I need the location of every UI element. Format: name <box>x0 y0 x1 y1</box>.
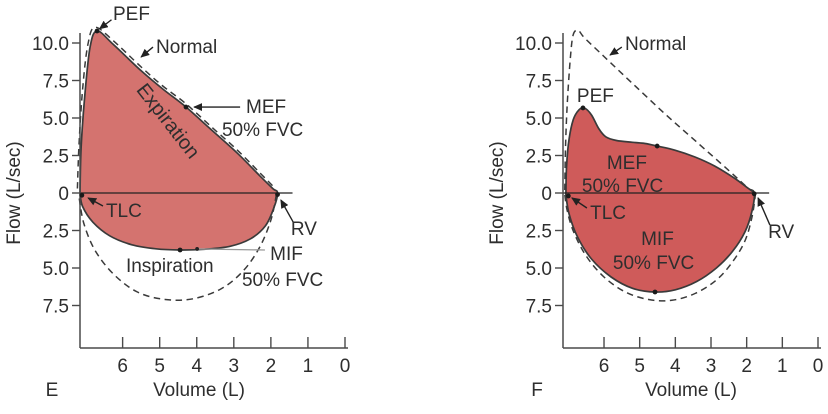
annotation-arrow <box>609 46 623 56</box>
x-tick-label: 2 <box>266 356 277 377</box>
y-tick-label: 5.0 <box>43 109 69 130</box>
y-tick-label: 5.0 <box>526 109 552 130</box>
label-normal: Normal <box>625 34 686 55</box>
data-point-rv <box>751 191 757 197</box>
x-tick-label: 3 <box>229 356 240 377</box>
panel-E-chart: 10.0 7.5 5.0 2.5 0 2.5 5.0 7.5 6 5 4 3 2 1 0 PEF Normal E… <box>4 4 350 401</box>
x-axis-title: Volume (L) <box>153 380 245 401</box>
data-point-mef-50-fvc <box>654 143 660 149</box>
annotation-arrow <box>87 197 104 207</box>
y-tick-label: 0 <box>541 184 552 205</box>
y-tick-label: 7.5 <box>43 72 69 93</box>
x-tick-label: 1 <box>303 356 314 377</box>
y-axis-title: Flow (L/sec) <box>487 141 508 244</box>
label-mef: MEF <box>607 153 647 174</box>
y-tick-label: 5.0 <box>43 259 69 280</box>
x-tick-label: 2 <box>741 356 752 377</box>
label-inspiration: Inspiration <box>126 256 214 277</box>
panel-F-chart: 10.0 7.5 5.0 2.5 0 2.5 5.0 7.5 6 5 4 3 2 1 0 Normal PEF M… <box>487 29 824 401</box>
label-pef: PEF <box>577 86 614 107</box>
data-point-pef <box>94 28 100 34</box>
x-tick-label: 6 <box>117 356 128 377</box>
y-tick-label: 2.5 <box>526 147 552 168</box>
panel-letter-e: E <box>46 380 59 401</box>
x-tick-label: 0 <box>340 356 351 377</box>
data-point-mif-50-fvc <box>177 247 183 253</box>
label-normal: Normal <box>156 37 217 58</box>
x-tick-label: 3 <box>706 356 717 377</box>
y-tick-label: 7.5 <box>526 72 552 93</box>
label-mif: MIF <box>270 244 303 265</box>
x-tick-label: 6 <box>599 356 610 377</box>
normal-expiration-curve <box>76 26 276 190</box>
x-tick-label: 0 <box>813 356 824 377</box>
normal-expiration-curve <box>564 29 756 194</box>
x-axis-title: Volume (L) <box>645 380 737 401</box>
label-rv: RV <box>768 222 794 243</box>
label-50-fvc: 50% FVC <box>222 120 303 141</box>
y-tick-label: 7.5 <box>526 297 552 318</box>
label-50-fvc: 50% FVC <box>613 253 694 274</box>
label-50-fvc: 50% FVC <box>242 270 323 291</box>
y-tick-label: 7.5 <box>43 297 69 318</box>
annotation-arrow <box>571 197 588 209</box>
data-point-mef-50-fvc <box>183 104 189 110</box>
annotation-arrow <box>757 197 771 226</box>
x-tick-label: 4 <box>670 356 681 377</box>
panel-letter-f: F <box>531 380 543 401</box>
annotation-arrow <box>140 46 154 58</box>
annotation-arrow <box>98 19 112 30</box>
x-tick-label: 4 <box>191 356 202 377</box>
x-tick-label: 1 <box>777 356 788 377</box>
label-tlc: TLC <box>106 201 142 222</box>
leader-line <box>197 248 265 251</box>
data-point-pef <box>580 105 586 111</box>
normal-inspiration-curve <box>78 194 278 301</box>
x-tick-label: 5 <box>634 356 645 377</box>
y-tick-label: 2.5 <box>43 222 69 243</box>
label-rv: RV <box>291 219 317 240</box>
label-50-fvc: 50% FVC <box>582 176 663 197</box>
y-tick-label: 5.0 <box>526 259 552 280</box>
data-point-mif-50-fvc <box>652 289 658 295</box>
y-axis-title: Flow (L/sec) <box>4 141 25 244</box>
data-point-rv <box>275 192 280 197</box>
annotation-arrow <box>280 199 294 223</box>
label-mef: MEF <box>246 97 286 118</box>
y-tick-label: 10.0 <box>32 34 69 55</box>
y-tick-label: 2.5 <box>43 147 69 168</box>
label-pef: PEF <box>113 4 150 25</box>
label-tlc: TLC <box>590 203 626 224</box>
leader-endpoint-dot <box>195 247 200 251</box>
y-tick-label: 2.5 <box>526 222 552 243</box>
normal-inspiration-curve <box>564 192 757 302</box>
x-tick-label: 5 <box>154 356 165 377</box>
data-point-tlc <box>79 192 85 198</box>
label-mif: MIF <box>641 229 674 250</box>
y-tick-label: 0 <box>58 184 69 205</box>
data-point-tlc <box>565 193 571 199</box>
y-tick-label: 10.0 <box>515 34 552 55</box>
